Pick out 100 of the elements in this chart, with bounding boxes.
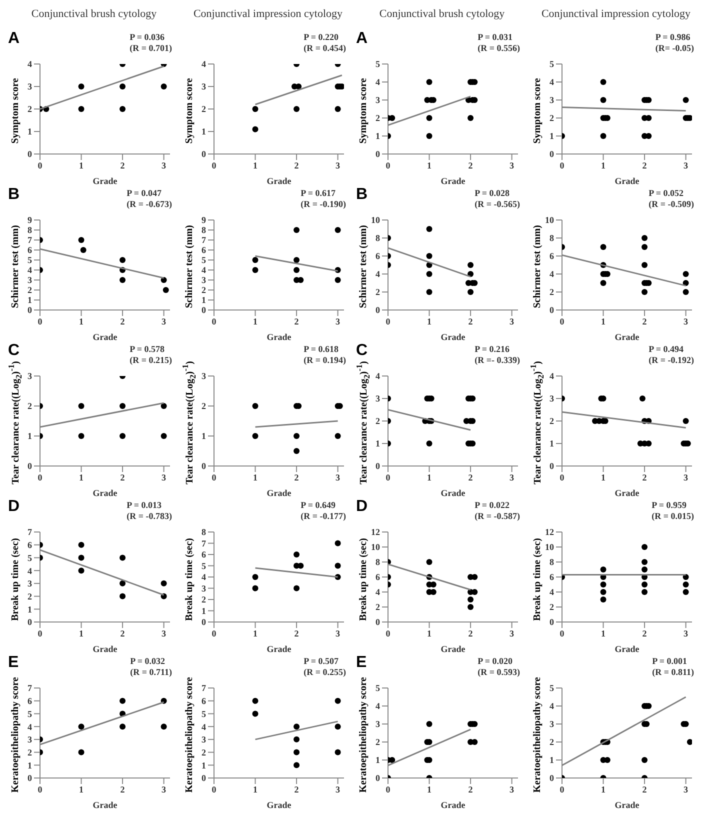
y-tick-label: 4 — [376, 701, 380, 712]
text: P = 0.494 — [648, 344, 685, 355]
y-tick-label: 3 — [28, 371, 32, 382]
x-tick-label: 1 — [253, 316, 258, 326]
x-tick-label: 2 — [120, 784, 126, 794]
y-tick-label: 1 — [202, 606, 206, 616]
x-axis-title: Grade — [92, 488, 118, 498]
y-tick-label: 8 — [376, 233, 380, 244]
y-axis-title: Keratoepitheliopathy score — [184, 677, 194, 793]
x-tick-label: 2 — [468, 628, 474, 638]
y-tick-label: 2 — [28, 747, 32, 758]
y-tick-label: 2 — [202, 285, 206, 296]
y-tick-label: 2 — [202, 747, 206, 758]
x-tick-label: 1 — [253, 628, 258, 638]
y-tick-label: 5 — [550, 683, 554, 694]
x-tick-label: 0 — [560, 160, 565, 170]
x-axis-title: Grade — [440, 644, 466, 654]
y-tick-label: 1 — [376, 438, 380, 449]
text: P = 0.986 — [655, 32, 692, 43]
y-axis-title: Schirmer test (mm) — [10, 225, 20, 309]
x-tick-label: 0 — [38, 472, 43, 482]
y-tick-label: 4 — [550, 77, 554, 88]
y-axis-title: Schirmer test (mm) — [358, 225, 368, 309]
x-axis-title: Grade — [440, 800, 466, 810]
y-axis-title: Symptom score — [532, 78, 542, 144]
x-tick-label: 0 — [386, 316, 391, 326]
y-tick-label: 4 — [376, 587, 380, 598]
text: P = 0.022 — [474, 500, 511, 511]
y-tick-label: 10 — [371, 215, 380, 226]
y-tick-label: 0 — [28, 461, 32, 472]
y-axis-title: Symptom score — [10, 78, 20, 144]
y-tick-label: 4 — [550, 587, 554, 598]
x-tick-label: 1 — [79, 160, 84, 170]
y-tick-label: 0 — [202, 305, 206, 316]
y-tick-label: 3 — [202, 275, 206, 286]
y-tick-label: 3 — [28, 578, 32, 589]
text: P = 0.020 — [478, 656, 514, 667]
y-tick-label: 0 — [376, 461, 380, 472]
y-tick-label: 1 — [28, 295, 32, 306]
y-axis-title: Schirmer test (mm) — [532, 225, 542, 309]
text: (R = -0.565) — [474, 199, 520, 210]
y-axis-title: Symptom score — [358, 78, 368, 144]
x-tick-label: 2 — [468, 784, 474, 794]
x-tick-label: 2 — [294, 160, 300, 170]
chart-subtitle: C — [8, 342, 20, 360]
x-tick-label: 1 — [79, 784, 84, 794]
x-tick-label: 3 — [684, 472, 689, 482]
y-tick-label: 0 — [202, 149, 206, 160]
x-axis-title: Grade — [92, 332, 118, 342]
text: (R = 0.015) — [652, 511, 694, 522]
x-tick-label: 1 — [601, 628, 606, 638]
y-tick-label: 2 — [550, 602, 554, 612]
x-tick-label: 2 — [120, 628, 126, 638]
x-tick-label: 3 — [684, 628, 689, 638]
y-tick-label: 0 — [28, 617, 32, 628]
x-axis-title: Grade — [266, 800, 292, 810]
y-tick-label: 2 — [550, 113, 554, 124]
y-tick-label: 2 — [550, 737, 554, 748]
x-tick-label: 0 — [386, 784, 391, 794]
y-tick-label: 0 — [28, 773, 32, 784]
x-tick-label: 3 — [162, 628, 167, 638]
x-axis-title: Grade — [92, 644, 118, 654]
x-tick-label: 0 — [560, 784, 565, 794]
text: P = 0.036 — [130, 32, 166, 43]
y-tick-label: 3 — [202, 734, 206, 745]
x-axis-title: Grade — [266, 176, 292, 186]
y-tick-label: 3 — [550, 394, 554, 404]
x-axis-title: Grade — [614, 488, 640, 498]
y-tick-label: 4 — [28, 59, 32, 70]
y-tick-label: 8 — [376, 557, 380, 568]
x-tick-label: 1 — [427, 316, 432, 326]
y-tick-label: 1 — [28, 604, 32, 614]
x-axis-title: Grade — [266, 488, 292, 498]
y-tick-label: 0 — [202, 461, 206, 472]
y-tick-label: 3 — [202, 583, 206, 594]
y-tick-label: 10 — [371, 542, 380, 552]
x-axis-title: Grade — [266, 332, 292, 342]
y-tick-label: 1 — [550, 131, 554, 142]
y-tick-label: 1 — [550, 755, 554, 766]
text: P = 0.032 — [130, 656, 166, 667]
y-tick-label: 5 — [376, 59, 380, 70]
y-tick-label: 3 — [550, 719, 554, 730]
chart-title: Conjunctival impression cytology — [540, 8, 692, 22]
x-tick-label: 2 — [468, 472, 474, 482]
text: P = 0.649 — [300, 500, 337, 511]
text: (R = -0.192) — [648, 355, 694, 366]
y-tick-label: 3 — [202, 371, 206, 382]
x-tick-label: 3 — [162, 472, 167, 482]
y-tick-label: 4 — [28, 722, 32, 732]
y-tick-label: 1 — [376, 131, 380, 142]
x-tick-label: 2 — [294, 316, 300, 326]
y-tick-label: 0 — [376, 773, 380, 784]
x-tick-label: 1 — [79, 628, 84, 638]
y-axis-title: Keratoepitheliopathy score — [358, 677, 368, 793]
y-tick-label: 4 — [202, 265, 206, 276]
text: (R = 0.556) — [478, 43, 520, 54]
x-tick-label: 0 — [38, 316, 43, 326]
y-tick-label: 4 — [376, 77, 380, 88]
y-axis-title: Break up time (sec) — [532, 538, 542, 620]
x-tick-label: 2 — [294, 628, 300, 638]
